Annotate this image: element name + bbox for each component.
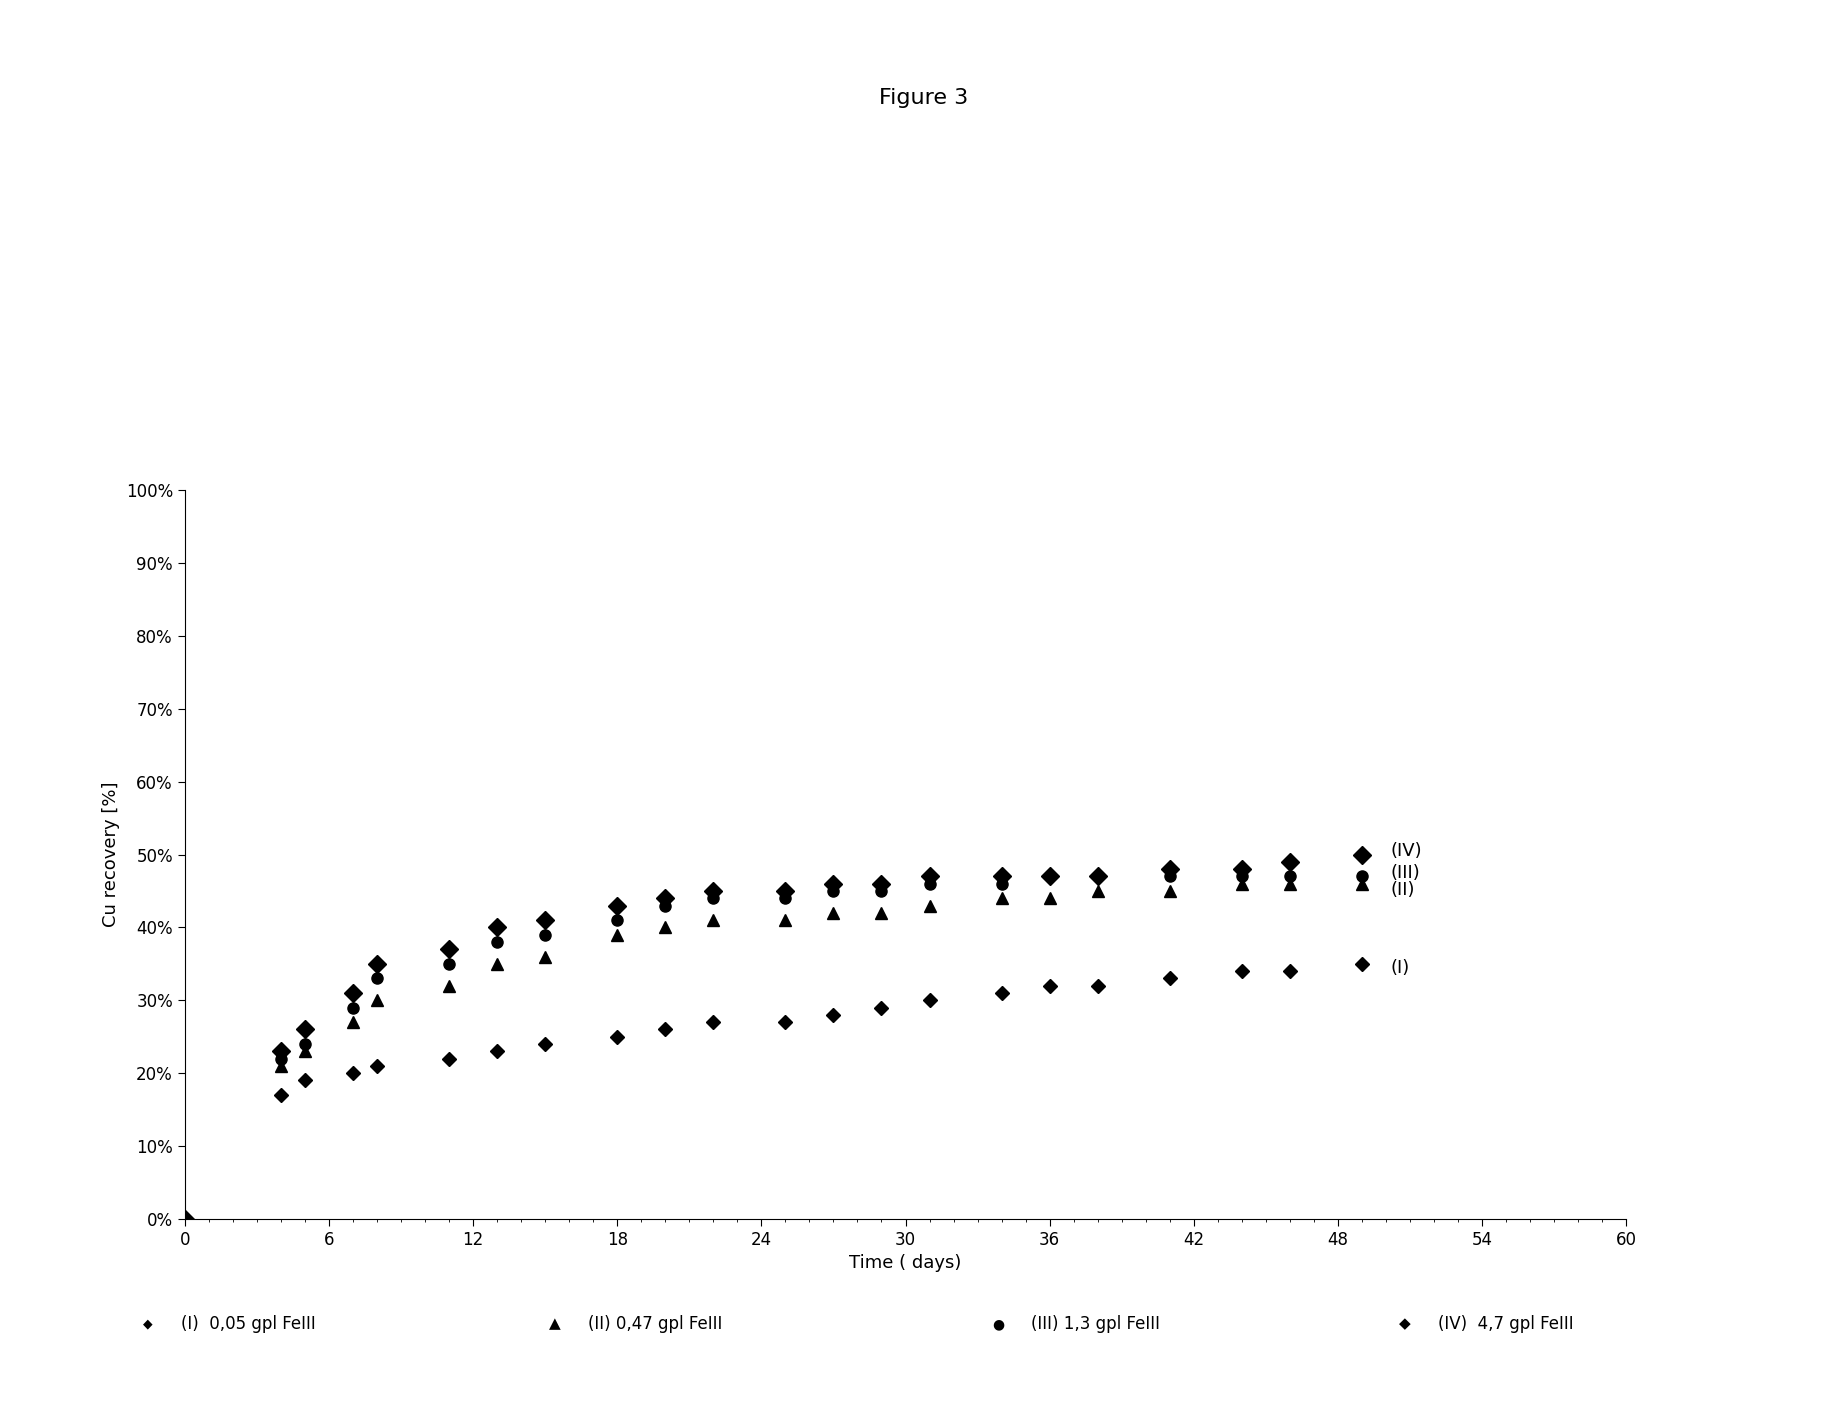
Text: (I): (I) [1392,958,1410,976]
Text: ▲: ▲ [549,1317,560,1331]
Text: Figure 3: Figure 3 [880,88,968,108]
Text: (II): (II) [1392,881,1416,898]
Text: ◆: ◆ [1399,1317,1410,1331]
Text: ◆: ◆ [142,1317,153,1331]
Text: (III) 1,3 gpl FeIII: (III) 1,3 gpl FeIII [1031,1316,1161,1332]
Text: ●: ● [992,1317,1003,1331]
Text: (IV): (IV) [1392,842,1423,860]
X-axis label: Time ( days): Time ( days) [850,1254,961,1272]
Text: (III): (III) [1392,864,1421,881]
Y-axis label: Cu recovery [%]: Cu recovery [%] [102,782,120,927]
Text: (II) 0,47 gpl FeIII: (II) 0,47 gpl FeIII [588,1316,723,1332]
Text: (I)  0,05 gpl FeIII: (I) 0,05 gpl FeIII [181,1316,316,1332]
Text: (IV)  4,7 gpl FeIII: (IV) 4,7 gpl FeIII [1438,1316,1573,1332]
